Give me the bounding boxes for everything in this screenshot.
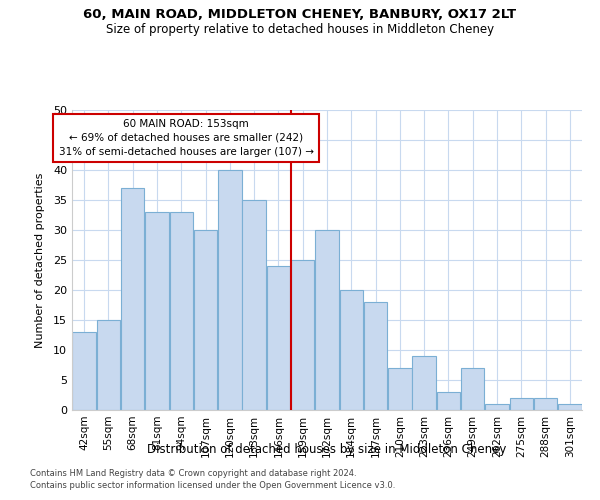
Bar	[340, 290, 363, 410]
Y-axis label: Number of detached properties: Number of detached properties	[35, 172, 44, 348]
Bar	[266, 266, 290, 410]
Bar	[121, 188, 145, 410]
Bar	[509, 398, 533, 410]
Bar	[364, 302, 388, 410]
Bar	[291, 260, 314, 410]
Bar	[388, 368, 412, 410]
Bar	[437, 392, 460, 410]
Bar	[145, 212, 169, 410]
Text: Distribution of detached houses by size in Middleton Cheney: Distribution of detached houses by size …	[148, 442, 506, 456]
Bar	[170, 212, 193, 410]
Text: Contains public sector information licensed under the Open Government Licence v3: Contains public sector information licen…	[30, 481, 395, 490]
Bar	[412, 356, 436, 410]
Text: Size of property relative to detached houses in Middleton Cheney: Size of property relative to detached ho…	[106, 22, 494, 36]
Bar	[97, 320, 120, 410]
Bar	[73, 332, 96, 410]
Text: Contains HM Land Registry data © Crown copyright and database right 2024.: Contains HM Land Registry data © Crown c…	[30, 468, 356, 477]
Bar	[558, 404, 581, 410]
Bar	[242, 200, 266, 410]
Bar	[315, 230, 339, 410]
Text: 60 MAIN ROAD: 153sqm
← 69% of detached houses are smaller (242)
31% of semi-deta: 60 MAIN ROAD: 153sqm ← 69% of detached h…	[59, 119, 314, 157]
Bar	[534, 398, 557, 410]
Bar	[194, 230, 217, 410]
Bar	[218, 170, 242, 410]
Bar	[461, 368, 484, 410]
Bar	[485, 404, 509, 410]
Text: 60, MAIN ROAD, MIDDLETON CHENEY, BANBURY, OX17 2LT: 60, MAIN ROAD, MIDDLETON CHENEY, BANBURY…	[83, 8, 517, 20]
